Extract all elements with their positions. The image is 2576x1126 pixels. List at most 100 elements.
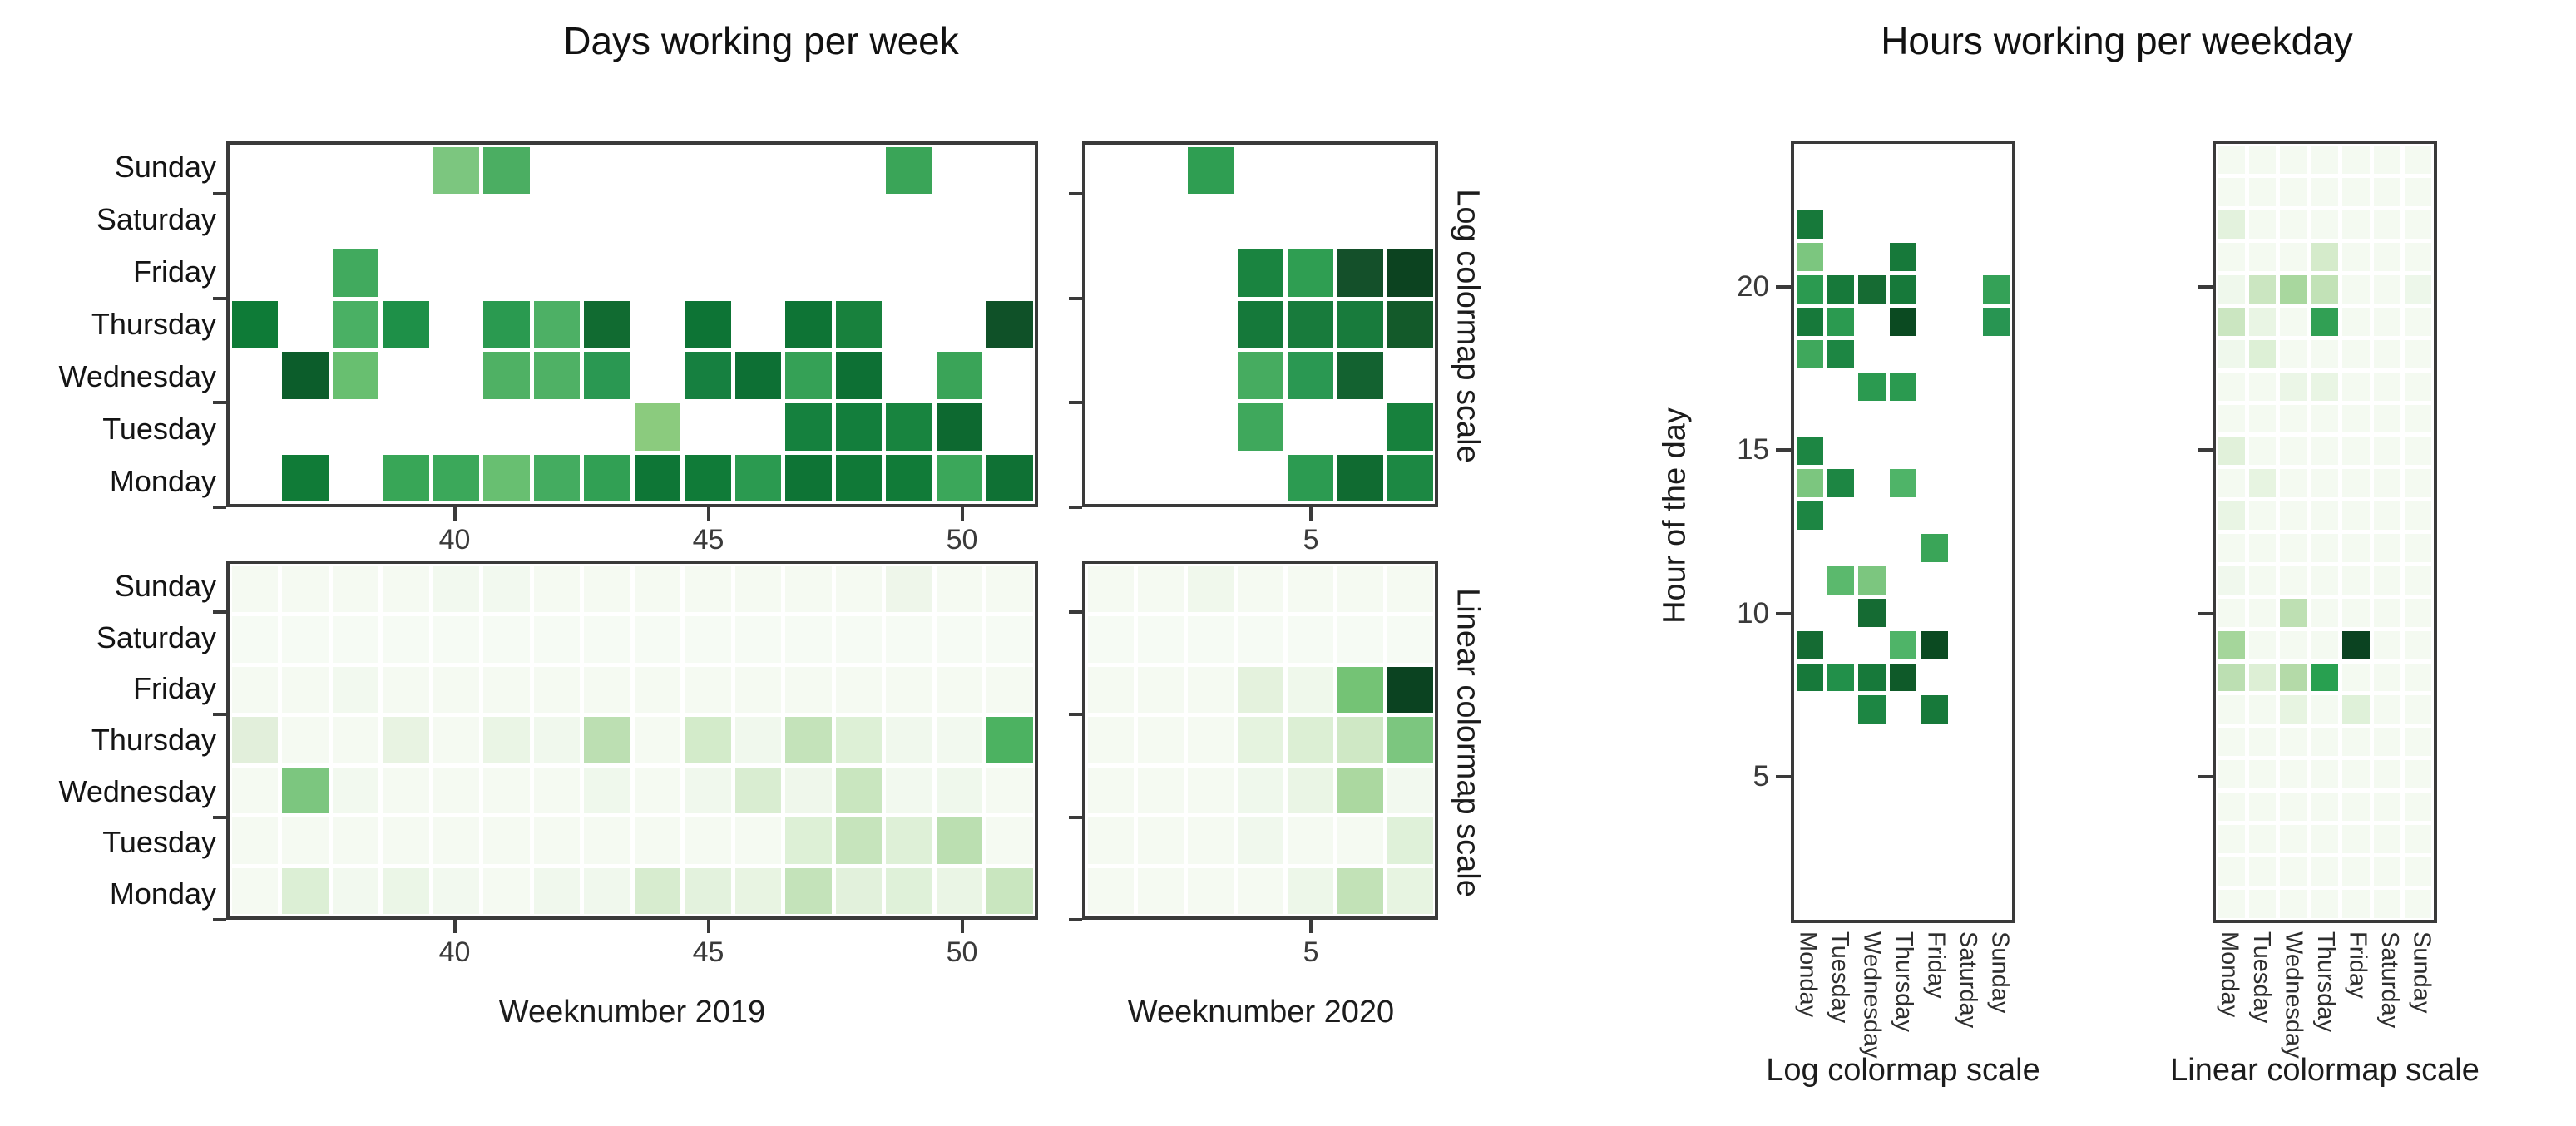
heatmap-cell <box>2218 857 2245 886</box>
x-tick-mark <box>960 507 964 521</box>
heatmap-cell <box>634 666 680 714</box>
heatmap-cell <box>433 717 479 763</box>
heatmap-cell <box>2248 695 2277 724</box>
heatmap-cell <box>2405 565 2432 595</box>
heatmap-days-linear-2020 <box>1082 561 1438 920</box>
heatmap-cell <box>835 300 882 348</box>
heatmap-cell <box>685 867 731 915</box>
y-tick-label-day: Monday <box>109 877 216 911</box>
heatmap-cell <box>2342 793 2370 821</box>
x-tick-label-weekday: Monday <box>1794 931 1822 1018</box>
heatmap-cell <box>2373 534 2401 562</box>
heatmap-cell <box>2311 501 2339 530</box>
heatmap-cell <box>785 300 832 348</box>
heatmap-cell <box>2373 565 2401 595</box>
heatmap-cell <box>886 717 932 763</box>
heatmap-cell <box>2311 793 2339 821</box>
heatmap-cell <box>2248 339 2277 368</box>
y-tick-label-day: Friday <box>132 254 216 289</box>
heatmap-cell <box>1387 666 1433 714</box>
heatmap-cell <box>1087 565 1134 613</box>
heatmap-cell <box>2311 372 2339 401</box>
heatmap-cell <box>1337 717 1383 763</box>
x-tick-label: 5 <box>1303 524 1319 556</box>
heatmap-cell <box>1237 352 1283 400</box>
heatmap-cell <box>734 454 781 502</box>
heatmap-cell <box>584 666 630 714</box>
heatmap-cell <box>2248 534 2277 562</box>
heatmap-cell <box>584 565 630 613</box>
y-tick-mark <box>213 296 226 300</box>
heatmap-cell <box>2248 889 2277 918</box>
heatmap-cell <box>2373 178 2401 207</box>
heatmap-cell <box>483 767 530 814</box>
heatmap-cell <box>1337 666 1383 714</box>
x-tick-label: 45 <box>692 524 724 556</box>
heatmap-cell <box>584 616 630 663</box>
heatmap-cell <box>282 767 329 814</box>
heatmap-cell <box>2248 372 2277 401</box>
heatmap-cell <box>1187 146 1234 195</box>
heatmap-cell <box>2280 695 2307 724</box>
heatmap-cell <box>785 352 832 400</box>
heatmap-cell <box>383 767 429 814</box>
x-tick-label-weekday: Thursday <box>2312 931 2339 1032</box>
heatmap-cell <box>734 565 781 613</box>
y-tick-label-day: Monday <box>109 463 216 498</box>
y-tick-mark <box>1069 713 1082 717</box>
heatmap-cell <box>1237 249 1283 297</box>
heatmap-cell <box>685 767 731 814</box>
heatmap-cell <box>2280 501 2307 530</box>
heatmap-cell <box>2311 534 2339 562</box>
heatmap-cell <box>2311 307 2339 336</box>
y-tick-mark <box>213 191 226 195</box>
heatmap-cell <box>936 867 982 915</box>
y-tick-label-day: Thursday <box>91 723 216 757</box>
heatmap-cell <box>2311 178 2339 207</box>
heatmap-cell <box>1387 300 1433 348</box>
heatmap-cell <box>1287 867 1333 915</box>
heatmap-cell <box>886 565 932 613</box>
y-tick-label-day: Thursday <box>91 307 216 341</box>
y-tick-label-day: Wednesday <box>58 773 216 808</box>
heatmap-cell <box>1827 275 1855 304</box>
x-tick-label: 5 <box>1303 936 1319 968</box>
heatmap-cell <box>2218 630 2245 659</box>
heatmap-cell <box>1796 339 1823 368</box>
heatmap-cell <box>383 666 429 714</box>
heatmap-cell <box>2405 793 2432 821</box>
heatmap-cell <box>483 352 530 400</box>
heatmap-cell <box>483 717 530 763</box>
heatmap-cell <box>1237 867 1283 915</box>
y-tick-label-hour: 15 <box>1737 433 1769 467</box>
heatmap-cell <box>1287 565 1333 613</box>
heatmap-cell <box>2218 437 2245 466</box>
heatmap-cell <box>1137 767 1184 814</box>
heatmap-cell <box>433 616 479 663</box>
heatmap-cell <box>936 565 982 613</box>
heatmap-cell <box>986 616 1033 663</box>
heatmap-cell <box>1796 210 1823 240</box>
heatmap-cell <box>936 616 982 663</box>
heatmap-cell <box>886 454 932 502</box>
heatmap-cell <box>2342 534 2370 562</box>
heatmap-cell <box>2248 307 2277 336</box>
x-tick-label-weekday: Monday <box>2216 931 2243 1018</box>
heatmap-cell <box>1287 817 1333 864</box>
heatmap-cell <box>2342 760 2370 788</box>
heatmap-cell <box>332 616 378 663</box>
heatmap-cell <box>1337 565 1383 613</box>
y-tick-label-hour: 5 <box>1753 759 1769 793</box>
heatmap-cell <box>1827 469 1855 498</box>
heatmap-cell <box>2280 565 2307 595</box>
heatmap-cell <box>2405 663 2432 692</box>
heatmap-cell <box>2405 857 2432 886</box>
heatmap-cell <box>2218 534 2245 562</box>
heatmap-cell <box>2311 210 2339 240</box>
heatmap-cell <box>1858 372 1886 401</box>
heatmap-cell <box>685 817 731 864</box>
heatmap-cell <box>634 565 680 613</box>
heatmap-cell <box>2218 565 2245 595</box>
heatmap-cell <box>785 767 832 814</box>
heatmap-cell <box>634 767 680 814</box>
